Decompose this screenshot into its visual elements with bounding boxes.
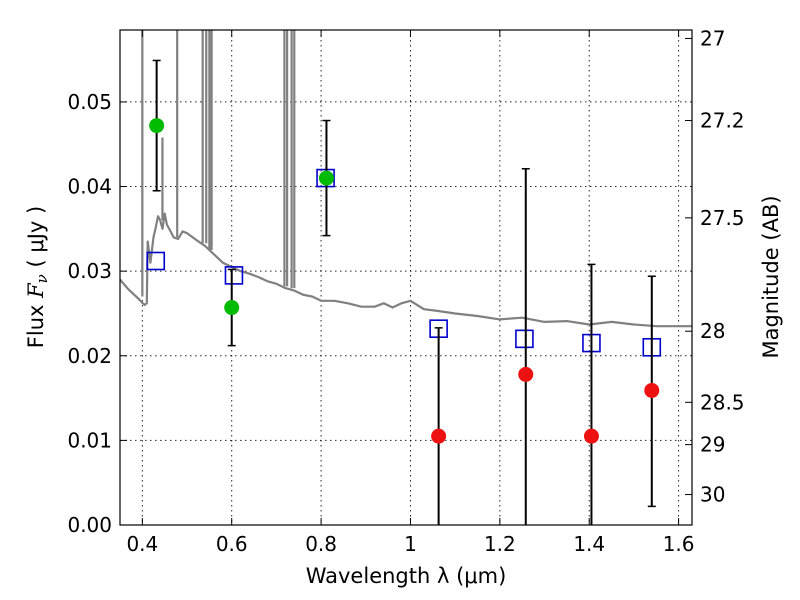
y-tick-label: 0.01 [67, 428, 112, 452]
y2-tick-label: 28 [700, 319, 725, 343]
y2-tick-label: 27.5 [700, 206, 745, 230]
markers [146, 59, 662, 525]
detection-point [149, 118, 165, 134]
y-tick-label: 0.02 [67, 344, 112, 368]
upper-limit-point [431, 428, 447, 444]
model-photometry-square [515, 329, 534, 349]
x-tick-label: 0.4 [126, 532, 158, 556]
y-tick-label: 0.03 [67, 259, 112, 283]
x-tick-label: 1.2 [484, 532, 516, 556]
plot-area [120, 30, 692, 328]
x-tick-label: 0.6 [216, 532, 248, 556]
y-axis-label: Flux Fν ( μJy ) [24, 206, 51, 348]
y-axis-label-part: Flux [24, 298, 48, 348]
y2-tick-label: 28.5 [700, 390, 745, 414]
y-tick-label: 0.04 [67, 175, 112, 199]
x-tick-label: 0.8 [305, 532, 337, 556]
detection-point [224, 300, 240, 316]
upper-limit-point [518, 366, 534, 382]
upper-limit-point [644, 382, 660, 398]
x-tick-label: 1.4 [573, 532, 605, 556]
y-axis-label-part: ( μJy ) [24, 206, 48, 274]
y2-tick-label: 30 [700, 483, 725, 507]
plot-frame [119, 29, 693, 526]
y-axis-label-subscript: ν [33, 274, 51, 283]
y-tick-label: 0.05 [67, 90, 112, 114]
y2-tick-label: 27.2 [700, 109, 745, 133]
y2-tick-label: 29 [700, 433, 725, 457]
y2-tick-label: 27 [700, 26, 725, 50]
x-axis-label: Wavelength λ (μm) [306, 564, 507, 588]
model-photometry-square [224, 266, 244, 285]
y-tick-label: 0.00 [67, 513, 112, 537]
model-photometry-square [146, 251, 166, 271]
upper-limit-point [583, 428, 599, 444]
x-tick-label: 1 [404, 532, 417, 556]
axes: 0.4 0.6 0.8 1 1.2 1.4 1.6 0.00 0.01 0.02 0.03 0.04 0… [67, 26, 744, 556]
model-sed-line [120, 212, 692, 328]
y2-axis-label: Magnitude (AB) [759, 195, 783, 358]
y-axis-label-symbol: F [24, 282, 48, 299]
x-tick-label: 1.6 [663, 532, 695, 556]
detection-point [318, 170, 334, 186]
